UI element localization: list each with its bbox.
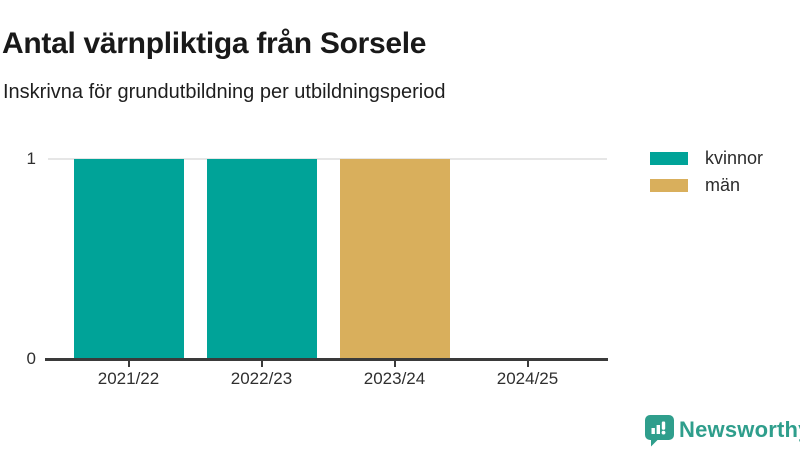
bar-2023/24-män bbox=[339, 159, 450, 359]
legend-item-män: män bbox=[650, 175, 763, 195]
y-tick-label-1: 1 bbox=[26, 149, 36, 168]
legend-swatch-män bbox=[650, 178, 688, 192]
legend-label: kvinnor bbox=[705, 147, 764, 168]
chart-legend: kvinnor män bbox=[650, 148, 763, 195]
x-tick-2022/23 bbox=[260, 361, 263, 367]
legend-label: män bbox=[705, 174, 741, 195]
x-tick-label-2021/22: 2021/22 bbox=[97, 369, 160, 388]
x-tick-label-2024/25: 2024/25 bbox=[496, 369, 559, 388]
brand-wordmark: Newsworthy bbox=[679, 417, 800, 442]
x-tick-2024/25 bbox=[526, 361, 529, 367]
x-tick-2023/24 bbox=[393, 361, 396, 367]
gridline-y1 bbox=[48, 158, 607, 160]
page-title: Antal värnpliktiga från Sorsele bbox=[2, 27, 427, 61]
y-tick-label-0: 0 bbox=[26, 349, 36, 368]
legend-swatch-kvinnor bbox=[650, 151, 688, 165]
newsworthy-speech-bubble-barchart-icon bbox=[645, 415, 674, 447]
x-tick-label-2023/24: 2023/24 bbox=[363, 369, 426, 388]
chart-subtitle: Inskrivna för grundutbildning per utbild… bbox=[3, 81, 446, 103]
x-tick-2021/22 bbox=[127, 361, 130, 367]
bar-2022/23-kvinnor bbox=[206, 159, 317, 359]
newsworthy-logo: Newsworthy bbox=[644, 414, 800, 447]
x-tick-label-2022/23: 2022/23 bbox=[230, 369, 293, 388]
bar-2021/22-kvinnor bbox=[73, 159, 184, 359]
legend-item-kvinnor: kvinnor bbox=[650, 148, 763, 168]
x-axis-line bbox=[45, 358, 608, 361]
